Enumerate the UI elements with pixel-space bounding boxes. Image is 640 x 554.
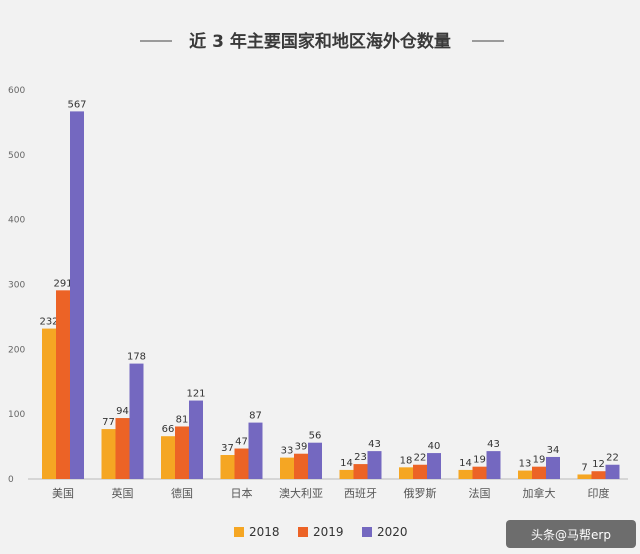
bar-2019: [353, 464, 368, 479]
x-tick-label: 英国: [112, 486, 134, 500]
data-label: 33: [281, 446, 294, 457]
y-tick-label: 100: [8, 410, 25, 420]
data-label: 77: [102, 417, 115, 428]
y-tick-label: 400: [8, 216, 25, 226]
bar-2018: [399, 467, 413, 479]
data-label: 14: [459, 458, 472, 469]
bar-2019: [175, 426, 189, 479]
data-label: 12: [592, 459, 605, 470]
data-label: 567: [67, 99, 86, 110]
bar-2019: [294, 453, 308, 479]
bar-2019: [413, 464, 427, 479]
bar-2018: [518, 470, 532, 479]
bar-2019: [532, 466, 546, 479]
bar-2019: [234, 448, 249, 479]
y-tick-label: 300: [8, 281, 25, 291]
data-label: 22: [606, 453, 619, 464]
bar-2020: [605, 464, 620, 479]
data-label: 291: [53, 278, 72, 289]
data-label: 66: [162, 424, 175, 435]
bar-2018: [339, 469, 354, 479]
x-tick-label: 法国: [469, 486, 491, 500]
x-tick-label: 加拿大: [523, 486, 556, 500]
legend-swatch-2020: [362, 527, 372, 537]
y-tick-label: 500: [8, 151, 25, 161]
x-tick-label: 德国: [171, 486, 193, 500]
data-label: 178: [127, 352, 146, 363]
bar-2020: [189, 400, 203, 479]
data-label: 43: [368, 439, 381, 450]
data-label: 232: [39, 317, 58, 328]
x-tick-label: 印度: [588, 486, 610, 500]
y-axis: 0 100 200 300 400 500 600: [8, 86, 25, 485]
data-label: 94: [116, 406, 129, 417]
bar-2018: [42, 328, 56, 479]
legend-label: 2019: [313, 525, 344, 539]
data-label: 43: [487, 439, 500, 450]
data-label: 19: [473, 455, 486, 466]
data-label: 47: [235, 437, 248, 448]
data-label: 13: [519, 459, 532, 470]
legend: 2018 2019 2020: [234, 525, 408, 539]
y-tick-label: 600: [8, 86, 25, 96]
y-tick-label: 200: [8, 345, 25, 355]
legend-label: 2018: [249, 525, 280, 539]
x-tick-label: 俄罗斯: [404, 487, 437, 500]
data-label: 87: [249, 411, 262, 422]
legend-swatch-2019: [298, 527, 308, 537]
legend-swatch-2018: [234, 527, 244, 537]
watermark-label: 头条@马帮erp: [531, 528, 611, 542]
data-label: 37: [221, 443, 234, 454]
bar-2020: [486, 451, 501, 479]
bar-2018: [101, 429, 116, 479]
bar-2019: [591, 471, 606, 479]
bar-2020: [70, 111, 84, 480]
bar-2018: [220, 455, 235, 479]
data-label: 18: [400, 455, 413, 466]
data-label: 7: [581, 462, 587, 473]
legend-label: 2020: [377, 525, 408, 539]
chart-title: 近 3 年主要国家和地区海外仓数量: [189, 31, 451, 52]
data-label: 14: [340, 458, 353, 469]
bar-2018: [577, 474, 592, 479]
corner-watermark: 头条@马帮erp: [506, 520, 636, 548]
bar-2020: [248, 422, 263, 479]
data-label: 39: [295, 442, 308, 453]
x-tick-label: 美国: [52, 487, 74, 500]
bar-2020: [308, 442, 322, 479]
x-tick-label: 澳大利亚: [279, 486, 323, 500]
data-label: 34: [547, 445, 560, 456]
bar-2018: [280, 457, 294, 479]
bar-2020: [546, 456, 560, 479]
bar-2018: [161, 436, 175, 479]
watermark-box: [506, 520, 636, 548]
data-label: 22: [414, 453, 427, 464]
data-label: 23: [354, 452, 367, 463]
data-label: 81: [176, 414, 189, 425]
data-label: 40: [428, 441, 441, 452]
x-axis-categories: 美国 英国 德国 日本 澳大利亚 西班牙 俄罗斯 法国 加拿大 印度: [52, 486, 610, 500]
bar-2020: [129, 363, 144, 479]
bar-2019: [56, 290, 70, 479]
y-tick-label: 0: [8, 475, 14, 485]
x-tick-label: 西班牙: [344, 487, 377, 500]
bar-2019: [472, 466, 487, 479]
bar-2019: [115, 418, 130, 479]
bar-2018: [458, 469, 473, 479]
data-label: 56: [309, 431, 322, 442]
bar-2020: [427, 453, 441, 479]
x-tick-label: 日本: [231, 486, 253, 500]
data-label: 19: [533, 455, 546, 466]
data-label: 121: [186, 389, 205, 400]
bar-2020: [367, 451, 382, 479]
